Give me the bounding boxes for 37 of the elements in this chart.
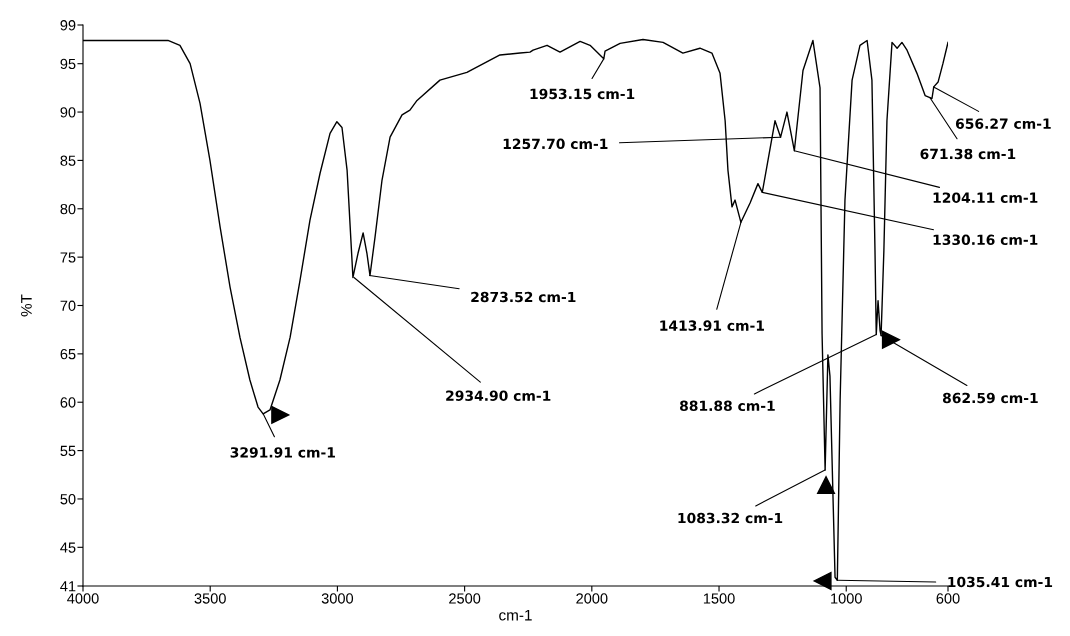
x-axis-title: cm-1 — [499, 609, 532, 621]
x-tick-label: 3000 — [321, 593, 354, 604]
y-tick-label: 95 — [60, 58, 76, 70]
x-tick-label: 4000 — [67, 593, 99, 604]
annotation: 1083.32 cm-1 — [678, 512, 783, 524]
annotation: 1204.11 cm-1 — [933, 192, 1038, 203]
y-tick-label: 70 — [60, 300, 76, 311]
annotation: 1257.70 cm-1 — [503, 138, 608, 150]
y-tick-label: 85 — [60, 155, 76, 166]
x-tick-label: 1000 — [831, 593, 862, 604]
y-tick-label: 99 — [60, 20, 76, 31]
y-tick-label: 75 — [60, 252, 76, 263]
annotation: 2934.90 cm-1 — [446, 390, 551, 401]
annotation: 1953.15 cm-1 — [530, 88, 635, 100]
y-tick-label: 60 — [60, 397, 76, 408]
y-tick-label: 55 — [60, 445, 76, 457]
annotation: 1330.16 cm-1 — [933, 234, 1038, 246]
y-tick-label: 45 — [60, 542, 76, 553]
annotation: 881.88 cm-1 — [679, 400, 775, 412]
annotation: 1035.41 cm-1 — [948, 576, 1053, 588]
annotation: 671.38 cm-1 — [920, 148, 1016, 160]
x-tick-label: 3500 — [194, 593, 226, 604]
y-tick-label: 41 — [60, 581, 76, 592]
x-tick-label: 2000 — [576, 593, 608, 604]
y-tick-label: 80 — [60, 203, 76, 215]
y-tick-label: 50 — [60, 494, 76, 505]
annotation: 1413.91 cm-1 — [660, 320, 765, 331]
annotation: 3291.91 cm-1 — [230, 447, 335, 458]
x-tick-label: 2500 — [449, 593, 481, 604]
y-tick-label: 65 — [60, 348, 76, 360]
annotation: 2873.52 cm-1 — [471, 291, 576, 303]
x-tick-label: 600 — [936, 593, 960, 604]
y-tick-label: 90 — [60, 107, 76, 118]
y-axis-title: %T — [21, 294, 32, 317]
annotation: 862.59 cm-1 — [942, 392, 1038, 404]
annotation: 656.27 cm-1 — [955, 118, 1051, 129]
x-tick-label: 1500 — [703, 593, 735, 604]
